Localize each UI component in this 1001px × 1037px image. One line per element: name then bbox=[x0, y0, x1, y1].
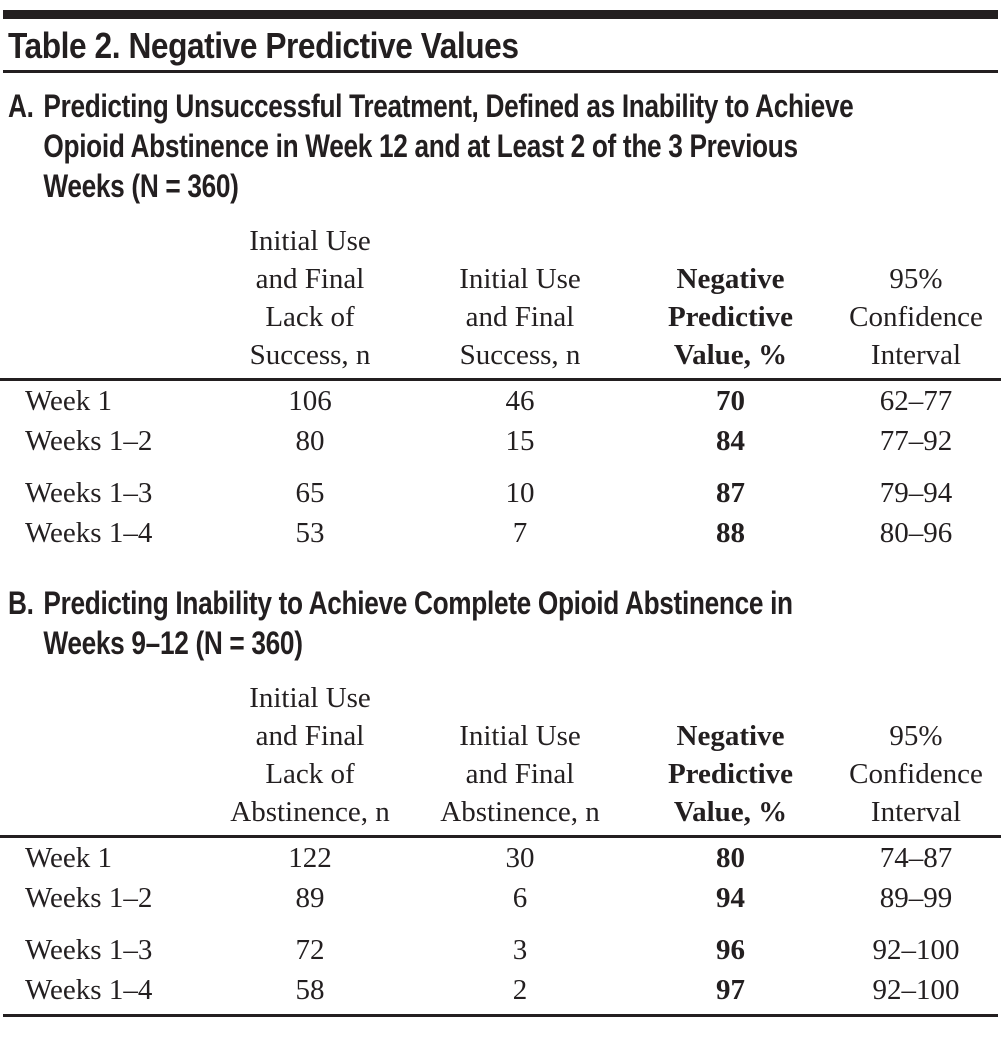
table-row: Weeks 1–3 65 10 87 79–94 bbox=[0, 473, 1001, 513]
cell-lack-n: 65 bbox=[295, 477, 325, 509]
cell-ci: 92–100 bbox=[872, 934, 960, 966]
row-label: Weeks 1–2 bbox=[25, 425, 153, 457]
cell-success-n: 15 bbox=[505, 425, 535, 457]
cell-npv: 80 bbox=[716, 842, 745, 874]
cell-success-n: 7 bbox=[512, 517, 528, 549]
table-row: Week 1 106 46 70 62–77 bbox=[0, 381, 1001, 421]
row-label: Weeks 1–3 bbox=[25, 934, 153, 966]
row-group-gap bbox=[0, 918, 1001, 930]
row-label: Week 1 bbox=[25, 842, 113, 874]
section-b-column-headers: Initial Use and Final Lack of Abstinence… bbox=[0, 679, 1001, 838]
table-row: Weeks 1–2 89 6 94 89–99 bbox=[0, 878, 1001, 918]
bottom-rule bbox=[3, 1014, 998, 1017]
row-group-gap bbox=[0, 461, 1001, 473]
col-header-confidence-interval: 95% Confidence Interval bbox=[849, 720, 983, 828]
cell-npv: 87 bbox=[716, 477, 745, 509]
cell-abstinence-n: 3 bbox=[512, 934, 528, 966]
col-header-confidence-interval: 95% Confidence Interval bbox=[849, 263, 983, 371]
cell-ci: 62–77 bbox=[879, 385, 953, 417]
table-2-panel: Table 2. Negative Predictive Values A. P… bbox=[0, 10, 1001, 1017]
cell-lack-n: 122 bbox=[288, 842, 332, 874]
table-row: Weeks 1–4 53 7 88 80–96 bbox=[0, 513, 1001, 553]
section-b-table-body: Week 1 122 30 80 74–87 Weeks 1–2 89 6 94… bbox=[0, 838, 1001, 1010]
cell-lack-n: 72 bbox=[295, 934, 325, 966]
section-a-heading-text: Predicting Unsuccessful Treatment, Defin… bbox=[43, 88, 854, 204]
col-header-initial-use-final-lack: Initial Use and Final Lack of Abstinence… bbox=[230, 682, 390, 828]
cell-success-n: 10 bbox=[505, 477, 535, 509]
col-header-initial-use-final: Initial Use and Final Abstinence, n bbox=[440, 720, 600, 828]
table-title: Table 2. Negative Predictive Values bbox=[8, 25, 519, 66]
cell-npv: 88 bbox=[716, 517, 745, 549]
cell-abstinence-n: 30 bbox=[505, 842, 535, 874]
cell-lack-n: 80 bbox=[295, 425, 325, 457]
cell-npv: 96 bbox=[716, 934, 745, 966]
section-a-column-headers: Initial Use and Final Lack of Success, n… bbox=[0, 222, 1001, 381]
col-header-negative-predictive-value: Negative Predictive Value, % bbox=[667, 720, 794, 828]
cell-ci: 92–100 bbox=[872, 974, 960, 1006]
section-a-table-body: Week 1 106 46 70 62–77 Weeks 1–2 80 15 8… bbox=[0, 381, 1001, 553]
table-row: Week 1 122 30 80 74–87 bbox=[0, 838, 1001, 878]
top-thick-rule bbox=[3, 10, 998, 19]
cell-ci: 80–96 bbox=[879, 517, 953, 549]
cell-abstinence-n: 2 bbox=[512, 974, 528, 1006]
section-a: A. Predicting Unsuccessful Treatment, De… bbox=[0, 86, 1001, 553]
table-row: Weeks 1–2 80 15 84 77–92 bbox=[0, 421, 1001, 461]
section-a-heading: A. Predicting Unsuccessful Treatment, De… bbox=[8, 86, 1001, 206]
row-label: Weeks 1–4 bbox=[25, 974, 153, 1006]
cell-lack-n: 53 bbox=[295, 517, 325, 549]
row-label: Weeks 1–4 bbox=[25, 517, 153, 549]
section-b: B. Predicting Inability to Achieve Compl… bbox=[0, 583, 1001, 1010]
table-row: Weeks 1–4 58 2 97 92–100 bbox=[0, 970, 1001, 1010]
cell-lack-n: 89 bbox=[295, 882, 325, 914]
cell-npv: 97 bbox=[716, 974, 745, 1006]
cell-npv: 94 bbox=[716, 882, 745, 914]
table-row: Weeks 1–3 72 3 96 92–100 bbox=[0, 930, 1001, 970]
section-a-label: A. bbox=[8, 88, 34, 124]
section-b-heading: B. Predicting Inability to Achieve Compl… bbox=[8, 583, 1001, 663]
cell-npv: 70 bbox=[716, 385, 745, 417]
section-b-heading-text: Predicting Inability to Achieve Complete… bbox=[43, 585, 793, 661]
row-label: Weeks 1–2 bbox=[25, 882, 153, 914]
section-b-label: B. bbox=[8, 585, 34, 621]
col-header-initial-use-final: Initial Use and Final Success, n bbox=[459, 263, 581, 371]
cell-ci: 79–94 bbox=[879, 477, 953, 509]
cell-abstinence-n: 6 bbox=[512, 882, 528, 914]
cell-lack-n: 58 bbox=[295, 974, 325, 1006]
row-label: Week 1 bbox=[25, 385, 113, 417]
cell-lack-n: 106 bbox=[288, 385, 332, 417]
cell-ci: 89–99 bbox=[879, 882, 953, 914]
title-underline-rule bbox=[3, 70, 998, 73]
row-label: Weeks 1–3 bbox=[25, 477, 153, 509]
cell-npv: 84 bbox=[716, 425, 745, 457]
col-header-negative-predictive-value: Negative Predictive Value, % bbox=[667, 263, 794, 371]
cell-ci: 77–92 bbox=[879, 425, 953, 457]
cell-success-n: 46 bbox=[505, 385, 535, 417]
cell-ci: 74–87 bbox=[879, 842, 953, 874]
col-header-initial-use-final-lack: Initial Use and Final Lack of Success, n bbox=[249, 225, 371, 371]
